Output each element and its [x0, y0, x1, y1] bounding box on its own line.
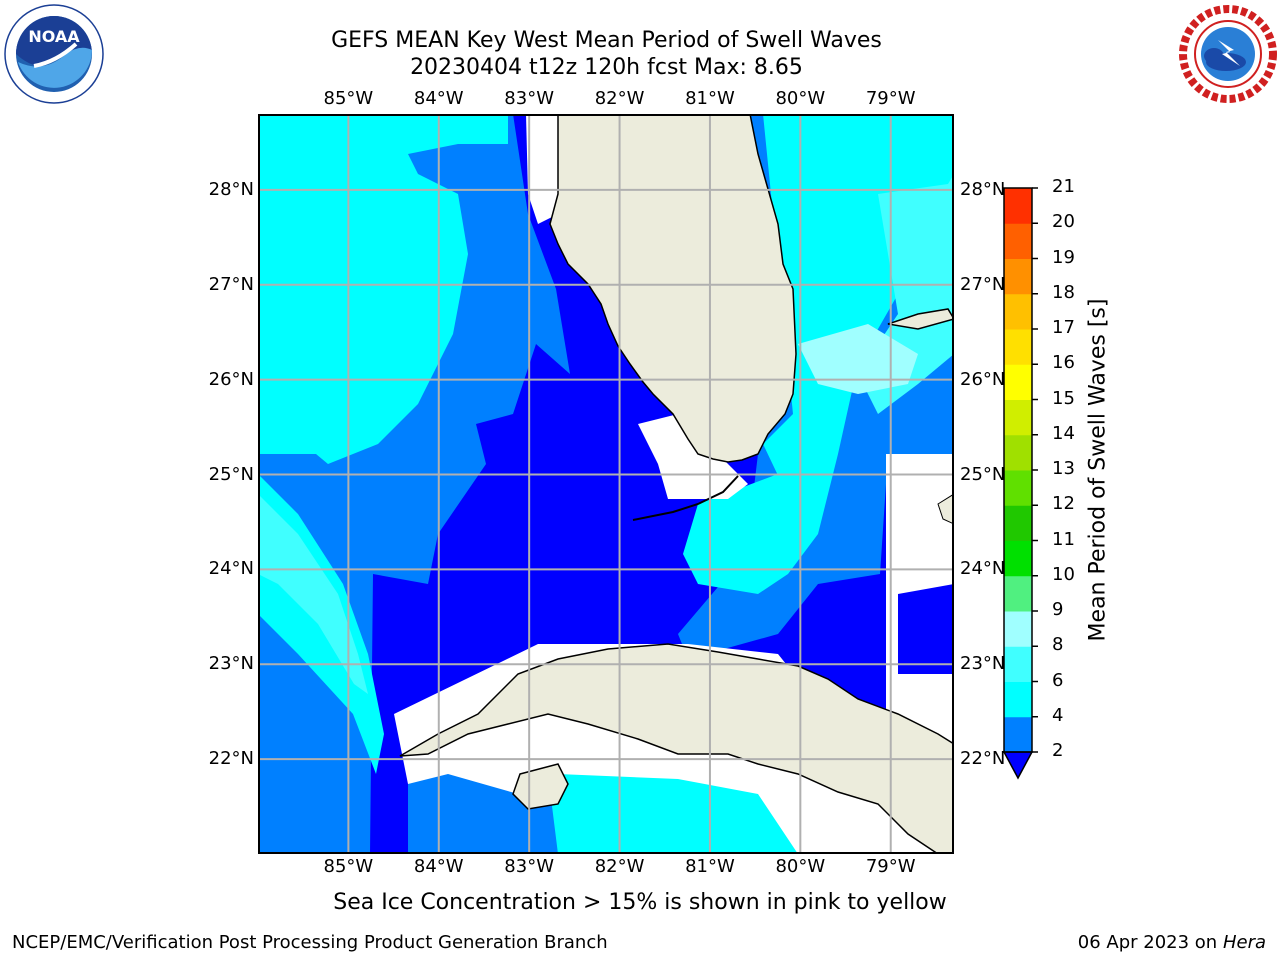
lat-label-right: 24°N — [960, 558, 1006, 580]
bahamas-andros-land — [937, 493, 954, 525]
colorbar-tick-label: 15 — [1052, 387, 1075, 409]
lon-label-bottom: 84°W — [413, 856, 464, 877]
lat-label-right: 25°N — [960, 463, 1006, 485]
colorbar-tick-label: 16 — [1052, 352, 1075, 374]
colorbar-tick-label: 18 — [1052, 281, 1075, 303]
nws-logo-icon — [1179, 5, 1277, 103]
colorbar-bin — [1004, 258, 1032, 295]
lon-label-bottom: 85°W — [323, 856, 374, 877]
bahamas-land — [887, 308, 954, 330]
lon-label-bottom: 79°W — [865, 856, 916, 877]
colorbar-bin — [1004, 399, 1032, 436]
lat-label-right: 27°N — [960, 273, 1006, 295]
lat-label-left: 28°N — [208, 178, 254, 200]
map-plot — [258, 114, 954, 854]
colorbar-bin — [1004, 364, 1032, 400]
colorbar-bin — [1004, 223, 1032, 259]
map-gridlines — [258, 114, 954, 854]
lat-label-right: 22°N — [960, 748, 1006, 770]
lon-label-bottom: 82°W — [594, 856, 645, 877]
lon-label-top: 79°W — [865, 88, 916, 109]
lat-label-left: 27°N — [208, 273, 254, 295]
colorbar-tick-label: 14 — [1052, 422, 1075, 444]
chart-title: GEFS MEAN Key West Mean Period of Swell … — [331, 28, 882, 53]
colorbar-bin — [1004, 434, 1032, 471]
colorbar-bin — [1004, 293, 1032, 330]
colorbar-bin — [1004, 329, 1032, 365]
chart-subtitle: 20230404 t12z 120h fcst Max: 8.65 — [410, 55, 803, 80]
colorbar-tick-label: 6 — [1052, 669, 1064, 691]
lon-label-bottom: 80°W — [775, 856, 826, 877]
footer-right: 06 Apr 2023 on Hera — [1078, 932, 1266, 953]
footer-machine: Hera — [1222, 932, 1266, 953]
colorbar-bin — [1004, 540, 1032, 577]
colorbar-bin — [1004, 716, 1032, 753]
isle-of-youth-land — [512, 763, 569, 810]
cuba-land — [399, 643, 954, 854]
colorbar-bin — [1004, 681, 1032, 718]
colorbar-tick-label: 13 — [1052, 458, 1075, 479]
lon-label-top: 81°W — [685, 88, 735, 109]
lat-label-right: 23°N — [960, 653, 1006, 675]
noaa-logo-text: NOAA — [28, 27, 80, 46]
colorbar-tick-label: 19 — [1052, 246, 1075, 268]
lat-label-left: 26°N — [208, 368, 254, 390]
colorbar-tick-label: 9 — [1052, 599, 1064, 620]
colorbar-tick-label: 2 — [1052, 740, 1064, 761]
swell-level-9-10 — [798, 324, 918, 394]
noaa-logo-icon: NOAA — [4, 4, 104, 104]
lon-label-top: 83°W — [504, 88, 554, 109]
footer-left: NCEP/EMC/Verification Post Processing Pr… — [12, 932, 608, 953]
colorbar-tick-label: 4 — [1052, 704, 1064, 726]
colorbar-extend-min — [1002, 751, 1034, 780]
lat-label-left: 23°N — [208, 653, 254, 675]
colorbar-label: Mean Period of Swell Waves [s] — [1085, 298, 1111, 642]
swell-level-6-8 — [258, 114, 508, 464]
map-frame — [258, 114, 954, 854]
colorbar-bin — [1004, 505, 1032, 541]
lon-label-top: 82°W — [594, 88, 645, 109]
colorbar-tick-label: 12 — [1052, 493, 1075, 515]
lat-label-left: 24°N — [208, 558, 254, 580]
florida-land — [549, 114, 797, 463]
colorbar-bin — [1004, 575, 1032, 612]
colorbar-tick-label: 10 — [1052, 563, 1075, 585]
lon-label-top: 84°W — [413, 88, 464, 109]
colorbar-tick-label: 20 — [1052, 211, 1075, 233]
sea-ice-note: Sea Ice Concentration > 15% is shown in … — [333, 890, 947, 915]
lon-label-bottom: 81°W — [685, 856, 735, 877]
lon-label-top: 85°W — [323, 88, 374, 109]
colorbar-bin — [1004, 646, 1032, 682]
florida-keys — [632, 475, 739, 521]
colorbar — [1002, 187, 1038, 780]
lat-label-right: 26°N — [960, 368, 1006, 390]
colorbar-tick-label: 8 — [1052, 634, 1064, 656]
lat-label-left: 22°N — [208, 748, 254, 770]
colorbar-bin — [1004, 611, 1032, 647]
colorbar-bin — [1004, 188, 1032, 224]
colorbar-bin — [1004, 470, 1032, 506]
swell-level-8-9 — [258, 494, 368, 694]
footer-date: 06 Apr 2023 on — [1077, 932, 1223, 953]
lat-label-right: 28°N — [960, 178, 1006, 200]
colorbar-tick-label: 11 — [1052, 528, 1075, 550]
lon-label-bottom: 83°W — [504, 856, 554, 877]
colorbar-tick-label: 21 — [1052, 176, 1075, 197]
lon-label-top: 80°W — [775, 88, 826, 109]
swell-level-6-8-straits — [683, 454, 838, 594]
lat-label-left: 25°N — [208, 463, 254, 485]
colorbar-tick-label: 17 — [1052, 317, 1075, 338]
